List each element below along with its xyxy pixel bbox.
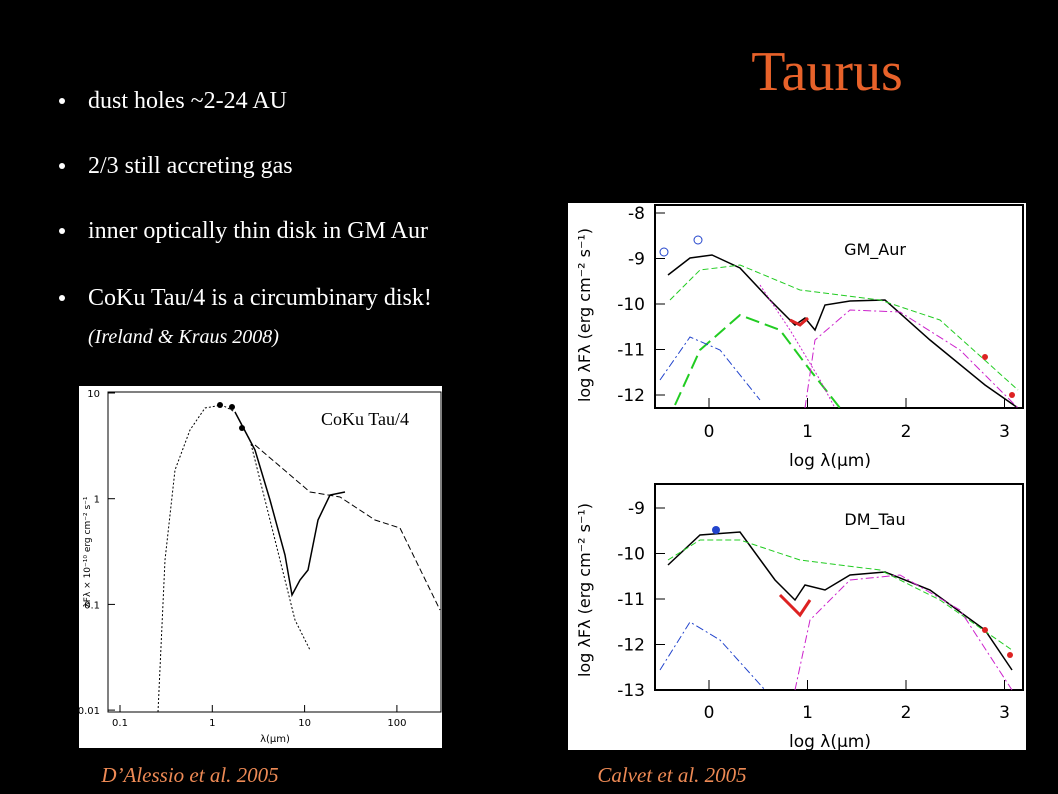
dm-tau-point [1007,652,1013,658]
gm-aur-frame [654,204,1024,409]
left-point [217,402,223,408]
bullet-dot [59,228,65,234]
x-axis-label: log λ(μm) [789,732,871,752]
x-tick-label: 1 [209,718,215,729]
credit: Calvet et al. 2005 [597,763,746,787]
y-tick-label: -10 [617,295,645,315]
dm-tau-frame [654,483,1024,691]
gm-aur-curve [669,264,1019,391]
gm-aur-point [982,354,988,360]
x-tick-label: 10 [298,718,311,729]
bullet-text: inner optically thin disk in GM Aur [88,218,428,244]
bullet-text: CoKu Tau/4 is a circumbinary disk! [88,285,432,311]
y-axis-label: log λFλ (erg cm⁻² s⁻¹) [575,503,594,677]
gm-aur-curve [674,313,841,409]
y-tick-label: 10 [87,389,100,400]
dm-tau-curve [794,574,1013,691]
x-tick-label: 2 [901,422,912,442]
dm-tau-data [778,593,812,618]
y-tick-label: -11 [617,341,645,361]
dm-tau-curve [667,539,1013,651]
y-axis-label: log λFλ (erg cm⁻² s⁻¹) [575,228,594,402]
left-plot-bg [79,386,442,748]
plot-label: GM_Aur [844,240,906,260]
left-curve [234,411,346,598]
x-tick-label: 1 [802,703,813,723]
gm-aur-curve [659,336,761,401]
bullet-dot [59,295,65,301]
gm-aur-point [659,247,669,257]
y-axis-label: λFλ × 10⁻¹⁰ erg cm⁻² s⁻¹ [83,496,93,607]
y-tick-label: -12 [617,386,645,406]
x-tick-label: 1 [802,422,813,442]
x-tick-label: 0 [704,703,715,723]
x-tick-label: 3 [999,703,1010,723]
y-tick-label: -13 [617,681,645,701]
y-tick-label: -12 [617,636,645,656]
x-tick-label: 0.1 [112,718,128,729]
x-tick-label: 0 [704,422,715,442]
bullet-text: dust holes ~2-24 AU [88,88,287,114]
left-curve [157,404,311,713]
plot-label: DM_Tau [844,510,905,530]
gm-aur-data [789,316,809,327]
bullet-text: 2/3 still accreting gas [88,153,293,179]
bullet-dot [59,163,65,169]
y-tick-label: -9 [628,250,645,270]
y-tick-label: 1 [94,495,100,506]
dm-tau-model [667,531,1013,671]
gm-aur-model [667,254,1019,409]
gm-aur-curve [759,284,836,409]
plot-label: CoKu Tau/4 [321,409,409,429]
citation: (Ireland & Kraus 2008) [88,326,279,348]
x-axis-label: λ(μm) [260,734,290,745]
y-tick-label: -9 [628,499,645,519]
dm-tau-point [712,526,720,534]
y-tick-label: -11 [617,590,645,610]
gm-aur-point [693,235,703,245]
left-point [229,404,235,410]
slide-title: Taurus [751,41,903,103]
y-tick-label: -8 [628,204,645,224]
bullet-dot [59,98,65,104]
dm-tau-point [982,627,988,633]
x-tick-label: 100 [387,718,406,729]
credit: D’Alessio et al. 2005 [100,763,278,787]
gm-aur-curve [804,309,1019,409]
y-tick-label: 0.01 [78,706,100,717]
x-axis-label: log λ(μm) [789,451,871,471]
left-point [239,425,245,431]
right-plot-bg [568,203,1026,750]
x-tick-label: 3 [999,422,1010,442]
y-tick-label: 0.1 [84,600,100,611]
left-plot-frame [107,391,442,713]
x-tick-label: 2 [901,703,912,723]
gm-aur-point [1009,392,1015,398]
dm-tau-curve [659,621,766,691]
y-tick-label: -10 [617,545,645,565]
